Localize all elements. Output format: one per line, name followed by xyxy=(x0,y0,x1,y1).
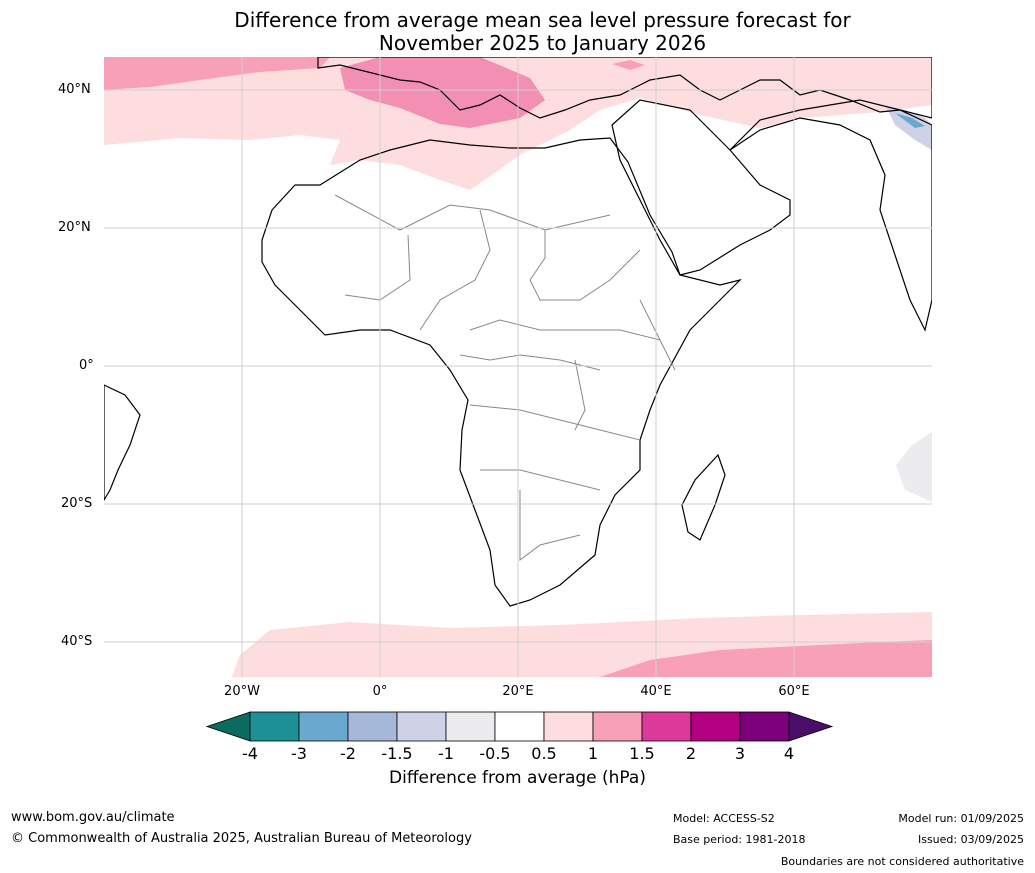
colorbar-bin xyxy=(298,711,349,742)
colorbar-tick-label: 2 xyxy=(685,744,697,763)
title-line-1: Difference from average mean sea level p… xyxy=(234,8,851,32)
colorbar-tick-label: 3 xyxy=(734,744,746,763)
lon-label-40e: 40°E xyxy=(640,684,672,699)
colorbar-tick-label: -1.5 xyxy=(381,744,413,763)
colorbar-extend-low xyxy=(205,711,251,742)
lat-label-0: 0° xyxy=(79,358,94,373)
iran-india-landmass xyxy=(729,99,932,332)
lon-label-0: 0° xyxy=(372,684,388,699)
south-america-east xyxy=(104,384,141,502)
gridlines xyxy=(104,57,932,677)
anomaly-1-1.5-atlantic xyxy=(104,57,330,90)
colorbar-bin xyxy=(445,711,496,742)
anomaly-neg-indian-ocean xyxy=(896,432,932,502)
colorbar-segments xyxy=(205,711,834,742)
colorbar-bin xyxy=(543,711,594,742)
colorbar-bin xyxy=(396,711,447,742)
colorbar-bin xyxy=(690,711,741,742)
footer-copyright: © Commonwealth of Australia 2025, Austra… xyxy=(11,831,472,846)
colorbar-label: Difference from average (hPa) xyxy=(389,768,646,788)
lat-label-20s: 20°S xyxy=(61,496,93,511)
colorbar-bin xyxy=(592,711,643,742)
arabian-peninsula xyxy=(611,99,791,276)
lon-label-20w: 20°W xyxy=(224,684,260,699)
footer-website: www.bom.gov.au/climate xyxy=(11,810,175,825)
africa-landmass xyxy=(261,137,742,607)
colorbar-bin xyxy=(249,711,300,742)
anomaly-neg-himalaya xyxy=(885,105,932,150)
footer-model-run: Model run: 01/09/2025 xyxy=(898,812,1024,825)
lon-label-60e: 60°E xyxy=(778,684,810,699)
anomaly-1-1.5-eastern xyxy=(612,60,645,70)
colorbar-tick-label: -3 xyxy=(291,744,307,763)
europe-asia-landmass xyxy=(317,57,932,119)
colorbar-extend-high xyxy=(788,711,834,742)
colorbar-bin xyxy=(739,711,790,742)
lat-label-40s: 40°S xyxy=(61,634,93,649)
colorbar-tick-label: -2 xyxy=(340,744,356,763)
madagascar xyxy=(681,453,726,541)
colorbar-tick-label: -4 xyxy=(242,744,258,763)
anomaly-neg-himalaya-core xyxy=(895,113,925,128)
lat-label-40n: 40°N xyxy=(58,82,91,97)
colorbar-tick-label: 1 xyxy=(587,744,599,763)
footer-model: Model: ACCESS-S2 xyxy=(673,812,775,825)
colorbar-tick-label: 1.5 xyxy=(629,744,655,763)
lon-label-20e: 20°E xyxy=(502,684,534,699)
colorbar-tick-label: 0.5 xyxy=(531,744,557,763)
footer-issued: Issued: 03/09/2025 xyxy=(917,833,1024,846)
colorbar-tick-label: 4 xyxy=(783,744,795,763)
colorbar-bin xyxy=(347,711,398,742)
colorbar-tick-label: -0.5 xyxy=(479,744,511,763)
anomaly-1-1.5-south xyxy=(600,640,932,677)
colorbar-tick-label: -1 xyxy=(438,744,454,763)
title-line-2: November 2025 to January 2026 xyxy=(378,31,707,55)
lat-label-20n: 20°N xyxy=(58,220,91,235)
colorbar-bin xyxy=(641,711,692,742)
footer-disclaimer: Boundaries are not considered authoritat… xyxy=(780,855,1024,868)
map-title: Difference from average mean sea level p… xyxy=(0,9,1035,55)
footer-base-period: Base period: 1981-2018 xyxy=(673,833,806,846)
colorbar-bin xyxy=(494,711,545,742)
